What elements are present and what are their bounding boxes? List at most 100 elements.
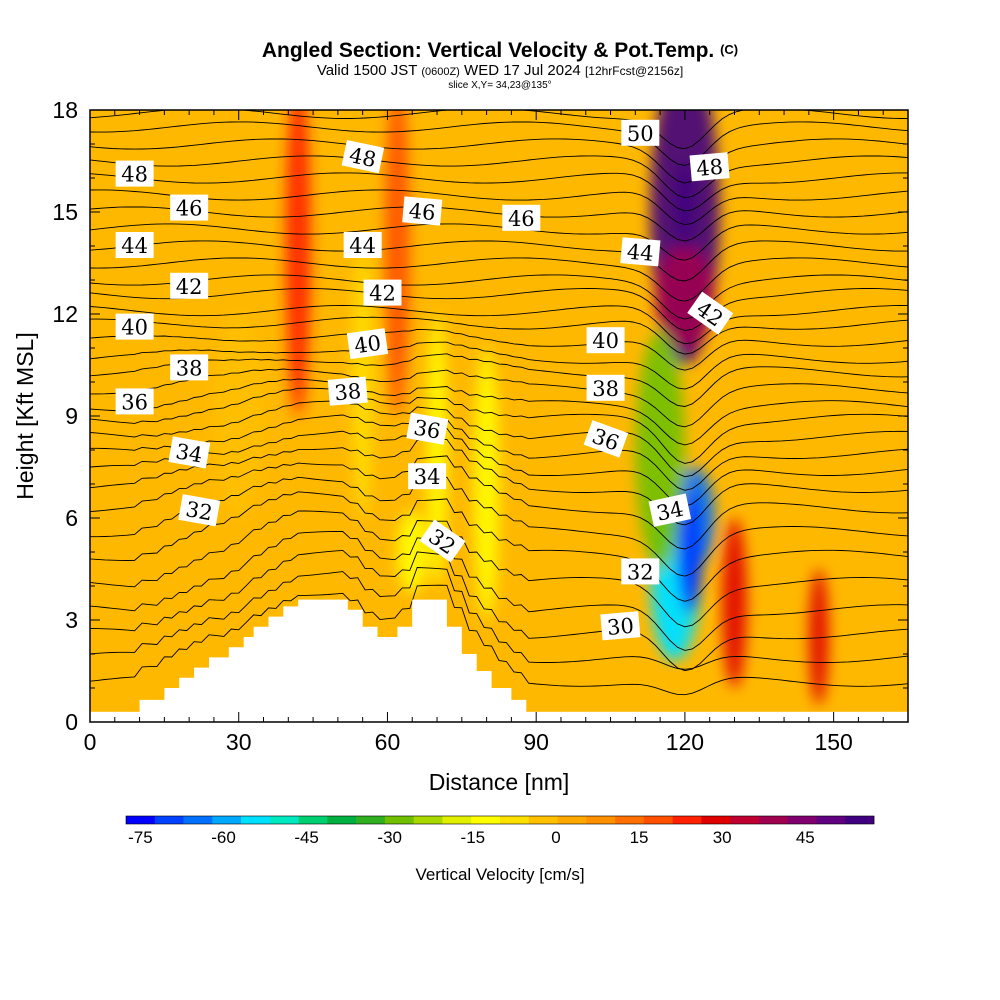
contour-label-box — [583, 420, 629, 458]
velocity-cell — [384, 110, 410, 416]
contour-label-text: 32 — [627, 560, 654, 584]
colorbar-swatch — [183, 816, 213, 824]
isentrope-line — [90, 328, 908, 371]
contour-label-text: 50 — [627, 122, 654, 146]
colorbar-swatch — [442, 816, 472, 824]
colorbar-swatch — [816, 816, 846, 824]
contour-label-text: 38 — [176, 356, 203, 380]
contour-label: 40 — [586, 327, 625, 354]
contour-label: 46 — [402, 196, 443, 226]
contour-label: 42 — [363, 279, 402, 306]
contour-label-box — [687, 291, 734, 335]
contour-label-text: 42 — [369, 282, 396, 306]
contour-label: 50 — [621, 119, 660, 146]
contour-label-box — [170, 354, 209, 381]
velocity-cell — [397, 511, 428, 593]
contour-label-text: 32 — [184, 497, 214, 525]
contour-label: 42 — [170, 272, 209, 299]
colorbar-swatch — [356, 816, 386, 824]
contour-label-text: 34 — [414, 465, 441, 489]
contour-label: 46 — [502, 204, 541, 231]
colorbar-tick-labels: -75 -60 -45 -30 -15 0 15 30 45 — [128, 828, 815, 847]
colorbar-tick-label: -30 — [377, 828, 402, 847]
velocity-cell — [474, 348, 499, 620]
x-tick-label: 120 — [666, 729, 704, 755]
colorbar-swatch — [154, 816, 184, 824]
colorbar-swatch — [730, 816, 760, 824]
colorbar-tick-label: -45 — [294, 828, 319, 847]
contour-label-box — [115, 388, 154, 415]
velocity-core — [660, 565, 680, 661]
x-tick-labels: 0 30 60 90 120 150 — [84, 729, 853, 755]
contour-label-box — [115, 160, 154, 187]
contour-label-text: 34 — [174, 439, 204, 467]
isentrope-line — [90, 353, 908, 407]
isentrope-line — [90, 567, 908, 670]
colorbar-swatch — [643, 816, 673, 824]
isentrope-line — [90, 438, 908, 526]
contour-label-text: 40 — [121, 316, 148, 340]
y-tick-label: 9 — [65, 403, 78, 429]
isentrope-line — [90, 138, 908, 184]
colorbar-swatch — [845, 816, 875, 824]
isentrope-line — [90, 368, 908, 428]
terrain-mask — [139, 599, 527, 722]
isentrope-line — [90, 491, 908, 602]
isentrope-line — [90, 531, 908, 651]
contour-label: 48 — [341, 139, 385, 174]
contour-label-box — [170, 194, 209, 221]
y-tick-label: 18 — [52, 97, 78, 123]
isentrope-line — [90, 155, 908, 199]
contour-label: 48 — [115, 160, 154, 187]
contour-label-text: 46 — [176, 197, 203, 221]
contour-label-box — [648, 493, 692, 527]
subtitle-date: WED 17 Jul 2024 — [464, 62, 581, 79]
contour-label: 40 — [115, 313, 154, 340]
isentrope-line — [90, 316, 908, 355]
contour-label-box — [600, 611, 641, 641]
contour-label: 44 — [343, 232, 382, 258]
contour-label: 38 — [327, 376, 368, 406]
velocity-cell — [427, 314, 447, 586]
contour-label-box — [178, 494, 221, 527]
contour-label: 32 — [621, 558, 660, 585]
isentrope-line — [90, 387, 908, 464]
x-tick-label: 30 — [226, 729, 252, 755]
colorbar-swatch — [126, 816, 156, 824]
contour-label-text: 30 — [606, 614, 635, 640]
contour-label: 34 — [168, 436, 211, 469]
colorbar-swatch — [298, 816, 328, 824]
isentrope-line — [90, 414, 908, 491]
contour-label-box — [689, 152, 730, 182]
isentrope-line — [90, 584, 908, 696]
isentrope-line — [90, 288, 908, 331]
x-tick-label: 150 — [814, 729, 852, 755]
isentrope-line — [90, 189, 908, 226]
colorbar-swatch — [269, 816, 299, 824]
contour-label-text: 42 — [176, 275, 203, 299]
subtitle-valid: Valid 1500 JST — [317, 62, 417, 79]
contour-label-text: 44 — [121, 234, 148, 258]
contour-label-box — [502, 204, 541, 231]
contour-label-box — [586, 374, 625, 401]
contour-label: 34 — [408, 463, 447, 490]
contour-label-box — [408, 463, 447, 490]
ground-strip — [90, 711, 908, 722]
colorbar-swatch — [212, 816, 242, 824]
isentrope-line — [90, 206, 908, 242]
colorbar-tick-label: 0 — [551, 828, 560, 847]
isentrope-line — [90, 121, 908, 166]
colorbar-swatch — [413, 816, 443, 824]
colorbar-title: Vertical Velocity [cm/s] — [415, 865, 584, 884]
contour-labels: 48 46 44 42 40 38 36 34 32 48 44 42 40 38 46 36 34 32 46 50… — [115, 119, 734, 641]
colorbar-swatch — [528, 816, 558, 824]
isentrope-line — [90, 341, 908, 390]
colorbar-swatch — [615, 816, 645, 824]
contour-label-box — [363, 279, 402, 306]
x-tick-label: 90 — [523, 729, 549, 755]
isentrope-line — [90, 172, 908, 212]
velocity-cell — [808, 569, 829, 705]
subtitle-forecast: [12hrFcst@2156z] — [585, 64, 683, 78]
colorbar-swatch — [586, 816, 616, 824]
